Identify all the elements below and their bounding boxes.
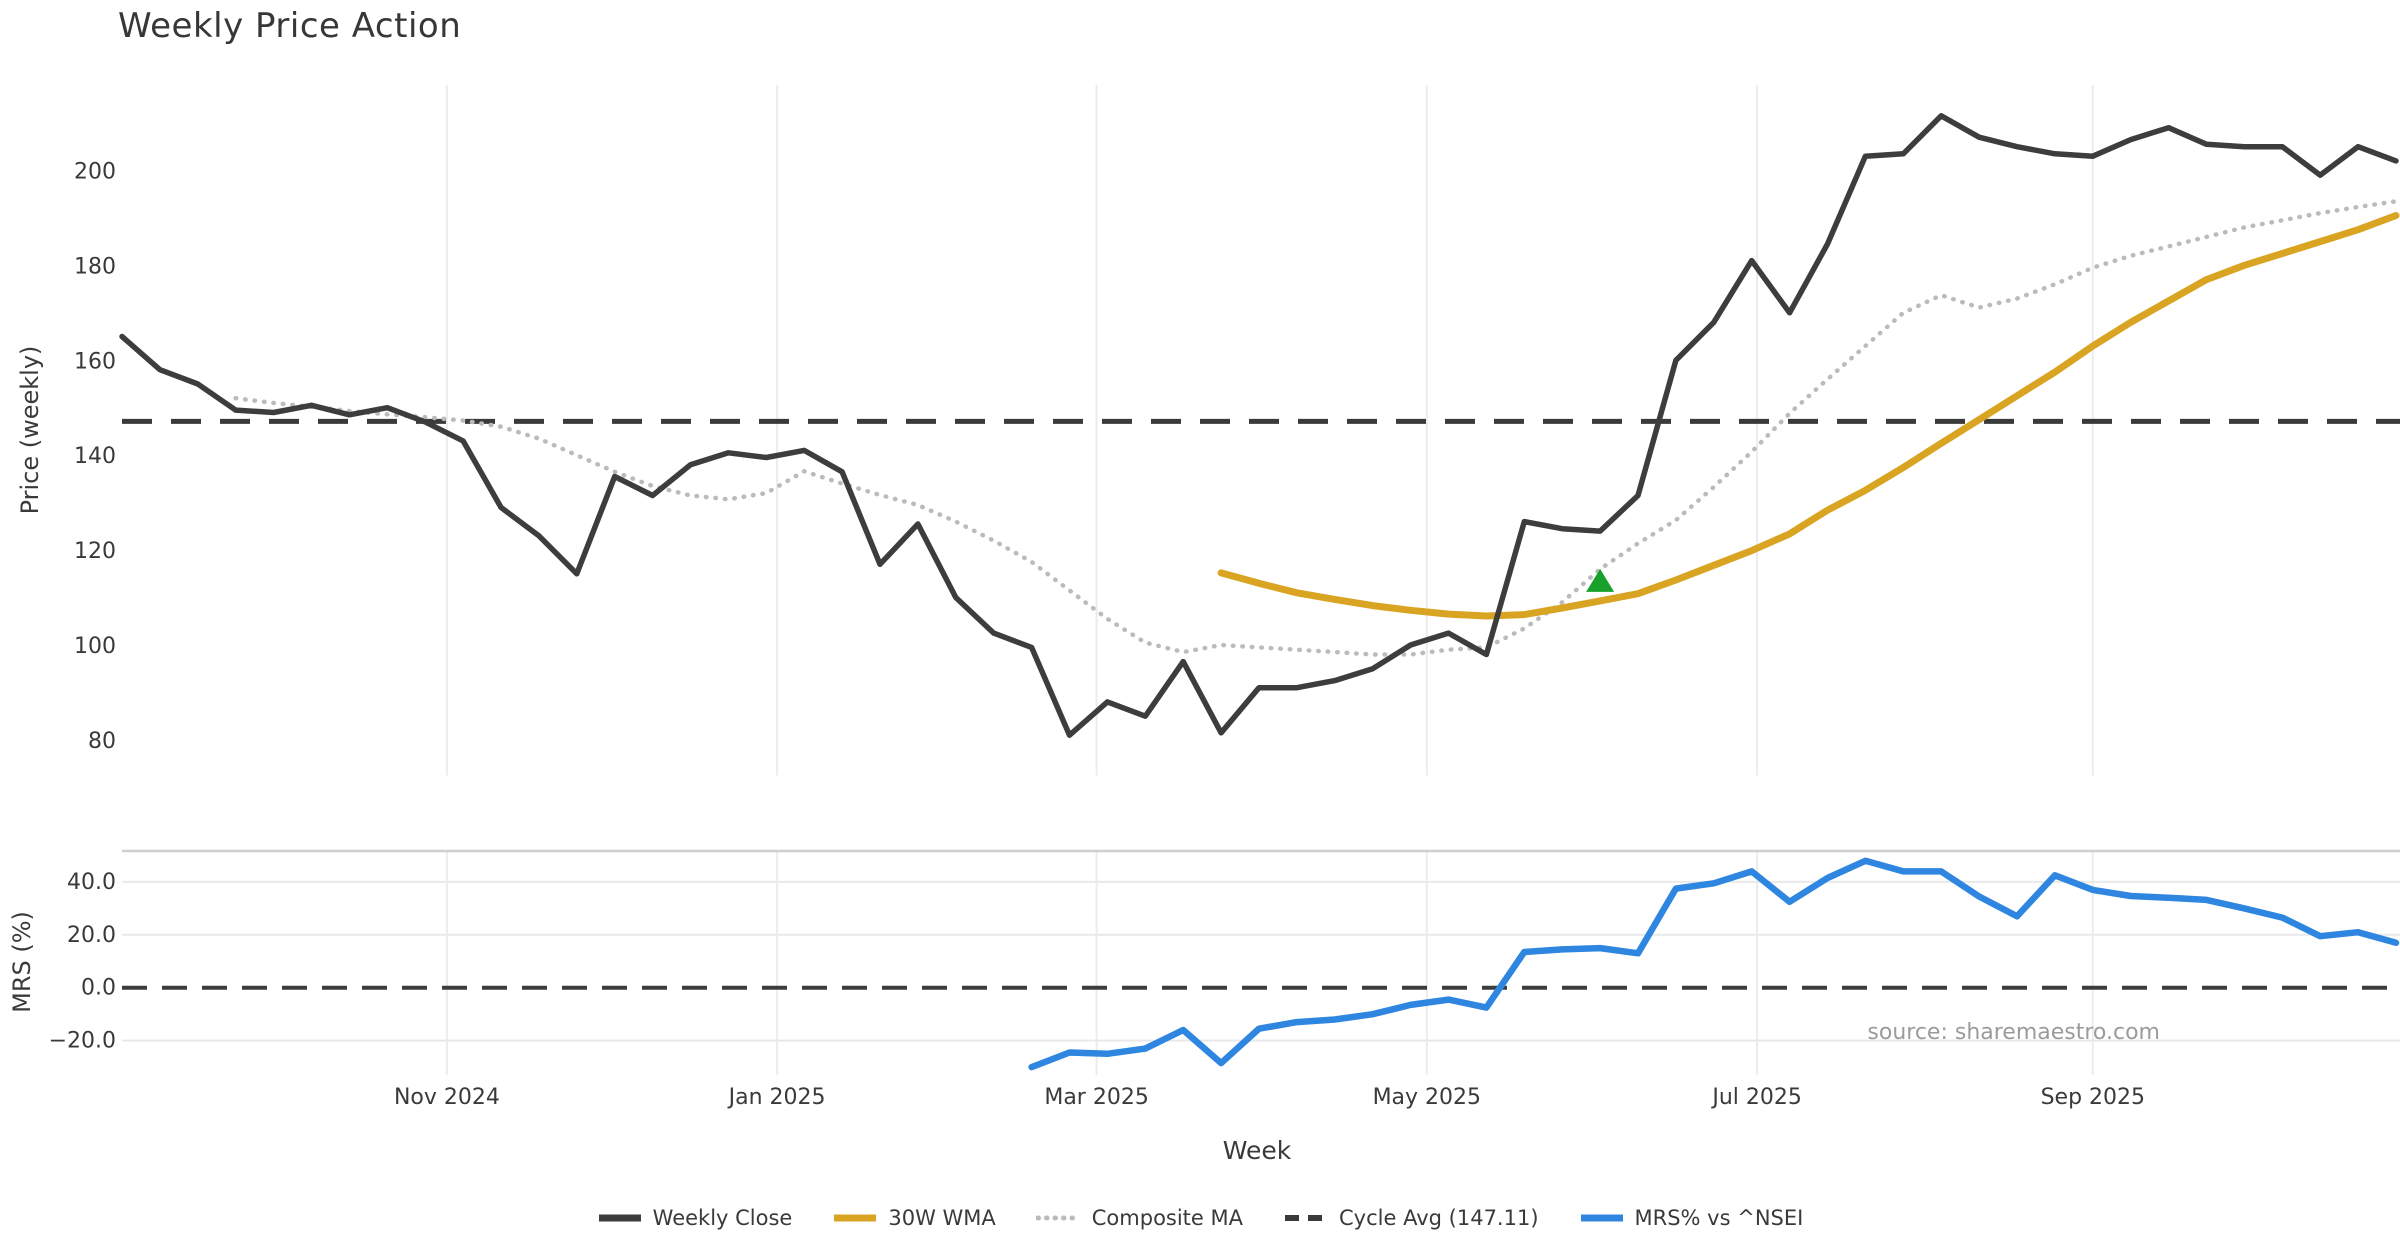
page-title: Weekly Price Action xyxy=(118,6,462,46)
x-axis-title: Week xyxy=(1222,1136,1292,1165)
legend-swatch-solid-icon xyxy=(1580,1214,1623,1222)
legend-label: Composite MA xyxy=(1091,1206,1244,1230)
x-tick-label: Mar 2025 xyxy=(1044,1085,1149,1110)
wma-30w-line xyxy=(1217,212,2400,620)
legend-label: Cycle Avg (147.11) xyxy=(1339,1206,1539,1230)
legend-swatch-solid-icon xyxy=(598,1214,641,1222)
price-tick-label: 140 xyxy=(74,444,116,469)
legend-item[interactable]: MRS% vs ^NSEI xyxy=(1579,1206,1804,1230)
mrs-tick-label: 20.0 xyxy=(67,923,116,948)
legend-swatch-dotted-icon xyxy=(1035,1215,1082,1221)
legend-label: MRS% vs ^NSEI xyxy=(1634,1206,1804,1230)
price-tick-label: 200 xyxy=(74,159,116,184)
mrs-tick-label: 40.0 xyxy=(67,870,116,895)
price-tick-label: 100 xyxy=(74,634,116,659)
mrs-axis-title: MRS (%) xyxy=(8,911,36,1013)
legend-item[interactable]: 30W WMA xyxy=(832,1206,996,1230)
chart-legend: Weekly Close 30W WMA Composite MA Cycle Avg… xyxy=(0,1206,2400,1230)
mrs-tick-label: 0.0 xyxy=(81,976,116,1001)
x-tick-label: Sep 2025 xyxy=(2041,1085,2145,1110)
price-tick-label: 80 xyxy=(88,729,116,754)
mrs-tick-label: −20.0 xyxy=(49,1029,116,1054)
legend-swatch-solid-icon xyxy=(834,1214,877,1222)
price-axis-title: Price (weekly) xyxy=(16,345,44,515)
composite-ma-line xyxy=(233,199,2399,657)
buy-signal-marker xyxy=(1586,568,1615,592)
x-tick-label: May 2025 xyxy=(1373,1085,1481,1110)
x-tick-label: Jan 2025 xyxy=(727,1085,826,1110)
x-tick-label: Nov 2024 xyxy=(394,1085,500,1110)
source-credit: source: sharemaestro.com xyxy=(1867,1020,2160,1045)
price-tick-label: 180 xyxy=(74,254,116,279)
mrs-line xyxy=(1028,857,2400,1071)
price-tick-label: 160 xyxy=(74,349,116,374)
legend-item[interactable]: Weekly Close xyxy=(597,1206,793,1230)
legend-item[interactable]: Composite MA xyxy=(1035,1206,1244,1230)
legend-label: 30W WMA xyxy=(888,1206,996,1230)
price-tick-label: 120 xyxy=(74,539,116,564)
x-tick-label: Jul 2025 xyxy=(1710,1085,1802,1110)
legend-label: Weekly Close xyxy=(652,1206,793,1230)
legend-item[interactable]: Cycle Avg (147.11) xyxy=(1283,1206,1539,1230)
legend-swatch-dashed-icon xyxy=(1285,1215,1328,1221)
weekly-close-line xyxy=(119,113,2399,738)
